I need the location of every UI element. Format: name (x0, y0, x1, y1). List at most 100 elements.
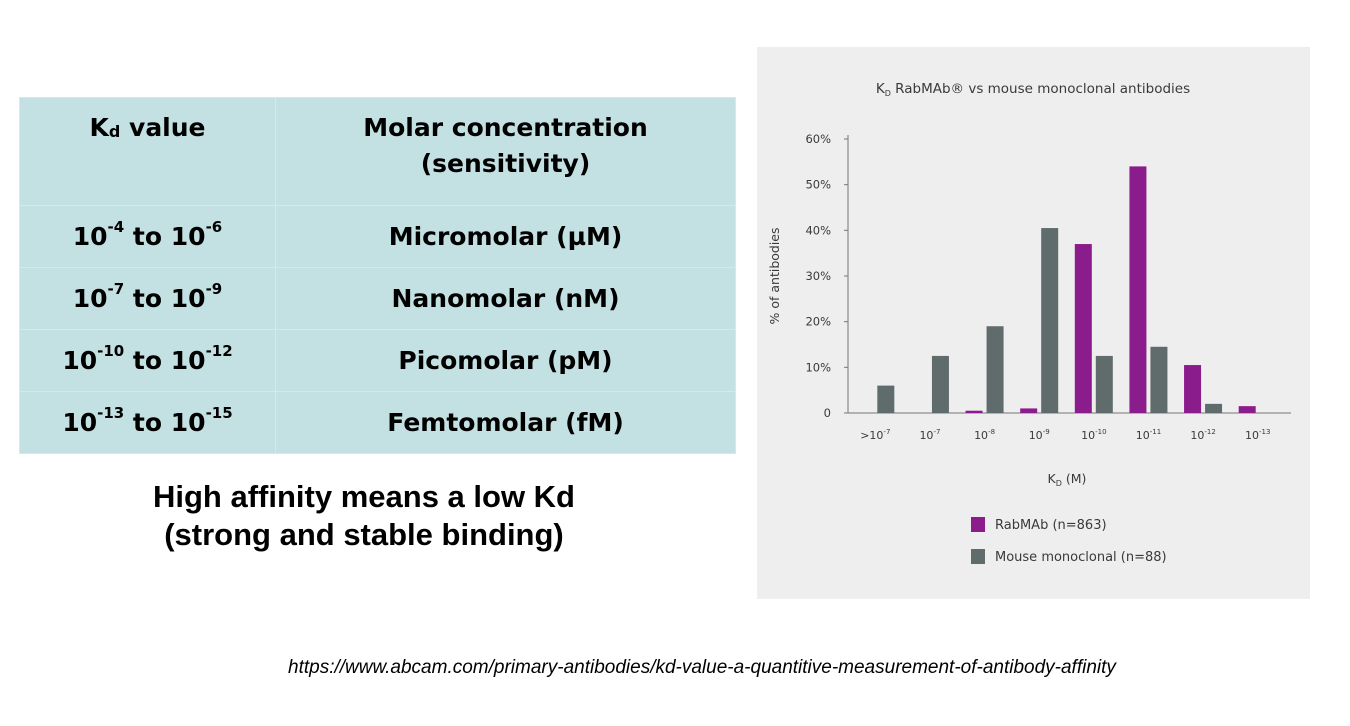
y-axis-label: % of antibodies (767, 227, 782, 324)
y-tick-label: 20% (805, 315, 831, 329)
molar-label-cell: Nanomolar (nM) (275, 267, 736, 330)
kd-range-cell: 10-7 to 10-9 (19, 267, 276, 330)
x-tick-exp: -12 (1204, 428, 1215, 436)
molar-header-line1: Molar concentration (363, 113, 648, 142)
kd-range-exp1: -7 (107, 279, 125, 298)
kd-table-row: 10-10 to 10-12 Picomolar (pM) (19, 329, 736, 392)
x-tick-exp: -7 (883, 428, 890, 436)
molar-concentration-header: Molar concentration (sensitivity) (275, 97, 736, 206)
kd-range-base2: 10 (170, 408, 206, 437)
x-tick-label: 10-7 (919, 428, 940, 442)
chart-title-sub: D (885, 89, 891, 98)
x-tick-exp: -9 (1043, 428, 1050, 436)
x-tick-base: 10 (1190, 429, 1204, 442)
kd-range-base1: 10 (62, 408, 98, 437)
x-tick-label: 10-10 (1081, 428, 1106, 442)
kd-range-exp2: -12 (205, 341, 233, 360)
mouse-monoclonal-bar (1095, 355, 1113, 413)
molar-label-cell: Femtomolar (fM) (275, 391, 736, 454)
kd-range-base2: 10 (170, 284, 206, 313)
x-tick-base: 10 (919, 429, 933, 442)
x-tick-exp: -8 (988, 428, 995, 436)
kd-range-base1: 10 (62, 346, 98, 375)
x-axis-label-k: K (1048, 471, 1057, 486)
y-tick-label: 60% (805, 132, 831, 146)
kd-range-base2: 10 (170, 346, 206, 375)
kd-header-sub: d (108, 122, 121, 141)
kd-range-to: to (124, 408, 171, 437)
kd-header-k: K (89, 113, 109, 142)
rabmab-bar (1238, 406, 1256, 413)
x-tick-base: 10 (1029, 429, 1043, 442)
x-tick-exp: -11 (1150, 428, 1161, 436)
rabmab-bar (1129, 166, 1147, 413)
kd-table-row: 10-7 to 10-9 Nanomolar (nM) (19, 267, 736, 330)
rabmab-bar (1020, 408, 1038, 413)
molar-header-line2: (sensitivity) (420, 149, 591, 178)
x-tick-base: 10 (974, 429, 988, 442)
kd-range-base1: 10 (72, 284, 108, 313)
kd-range-base1: 10 (72, 222, 108, 251)
chart-title: KD RabMAb® vs mouse monoclonal antibodie… (876, 81, 1190, 98)
kd-range-exp2: -15 (205, 403, 233, 422)
legend-label: RabMAb (n=863) (995, 518, 1107, 533)
x-tick-exp: -13 (1259, 428, 1270, 436)
kd-table: Kd value Molar concentration (sensitivit… (19, 97, 736, 454)
kd-table-row: 10-13 to 10-15 Femtomolar (fM) (19, 391, 736, 454)
y-tick-label: 40% (805, 223, 831, 237)
mouse-monoclonal-bar (877, 385, 895, 413)
x-tick-label: 10-13 (1245, 428, 1270, 442)
x-tick-exp: -7 (933, 428, 940, 436)
kd-range-to: to (124, 284, 171, 313)
x-tick-base: >10 (860, 429, 883, 442)
x-axis-label-rest: (M) (1062, 471, 1087, 486)
molar-label-cell: Picomolar (pM) (275, 329, 736, 392)
kd-range-exp1: -10 (97, 341, 125, 360)
legend-swatch (971, 517, 985, 532)
kd-range-cell: 10-4 to 10-6 (19, 205, 276, 268)
kd-range-exp1: -4 (107, 217, 125, 236)
kd-range-to: to (124, 346, 171, 375)
kd-range-exp2: -6 (205, 217, 223, 236)
x-tick-base: 10 (1245, 429, 1259, 442)
x-tick-label: 10-8 (974, 428, 995, 442)
y-tick-label: 50% (805, 178, 831, 192)
kd-range-exp1: -13 (97, 403, 125, 422)
rabmab-bar (1184, 365, 1202, 413)
x-tick-base: 10 (1081, 429, 1095, 442)
mouse-monoclonal-bar (1041, 228, 1059, 413)
y-tick-label: 10% (805, 360, 831, 374)
chart-title-rest: RabMAb® vs mouse monoclonal antibodies (891, 81, 1190, 97)
caption-line1: High affinity means a low Kd (153, 479, 575, 514)
kd-range-to: to (124, 222, 171, 251)
x-tick-label: 10-12 (1190, 428, 1215, 442)
kd-range-cell: 10-13 to 10-15 (19, 391, 276, 454)
kd-range-base2: 10 (170, 222, 206, 251)
legend-label: Mouse monoclonal (n=88) (995, 550, 1167, 565)
kd-bar-chart: KD RabMAb® vs mouse monoclonal antibodie… (767, 81, 1291, 565)
legend-swatch (971, 549, 985, 564)
x-axis-label: KD (M) (1048, 471, 1087, 488)
x-tick-exp: -10 (1095, 428, 1106, 436)
kd-table-row: 10-4 to 10-6 Micromolar (µM) (19, 205, 736, 268)
caption-line2: (strong and stable binding) (164, 517, 564, 552)
x-tick-label: 10-9 (1029, 428, 1050, 442)
affinity-caption: High affinity means a low Kd (strong and… (19, 478, 709, 554)
mouse-monoclonal-bar (1205, 403, 1223, 413)
mouse-monoclonal-bar (986, 326, 1004, 413)
kd-header-suffix: value (120, 113, 206, 142)
molar-label-cell: Micromolar (µM) (275, 205, 736, 268)
source-url: https://www.abcam.com/primary-antibodies… (288, 657, 1116, 678)
x-tick-base: 10 (1136, 429, 1150, 442)
x-axis-label-sub: D (1056, 479, 1062, 488)
kd-table-header-row: Kd value Molar concentration (sensitivit… (19, 97, 736, 206)
mouse-monoclonal-bar (931, 355, 949, 413)
x-tick-label: 10-11 (1136, 428, 1161, 442)
rabmab-bar (965, 410, 983, 413)
kd-value-header: Kd value (19, 97, 276, 206)
kd-range-exp2: -9 (205, 279, 223, 298)
kd-range-cell: 10-10 to 10-12 (19, 329, 276, 392)
chart-title-k: K (876, 81, 886, 97)
y-tick-label: 0 (824, 406, 831, 420)
mouse-monoclonal-bar (1150, 346, 1168, 413)
